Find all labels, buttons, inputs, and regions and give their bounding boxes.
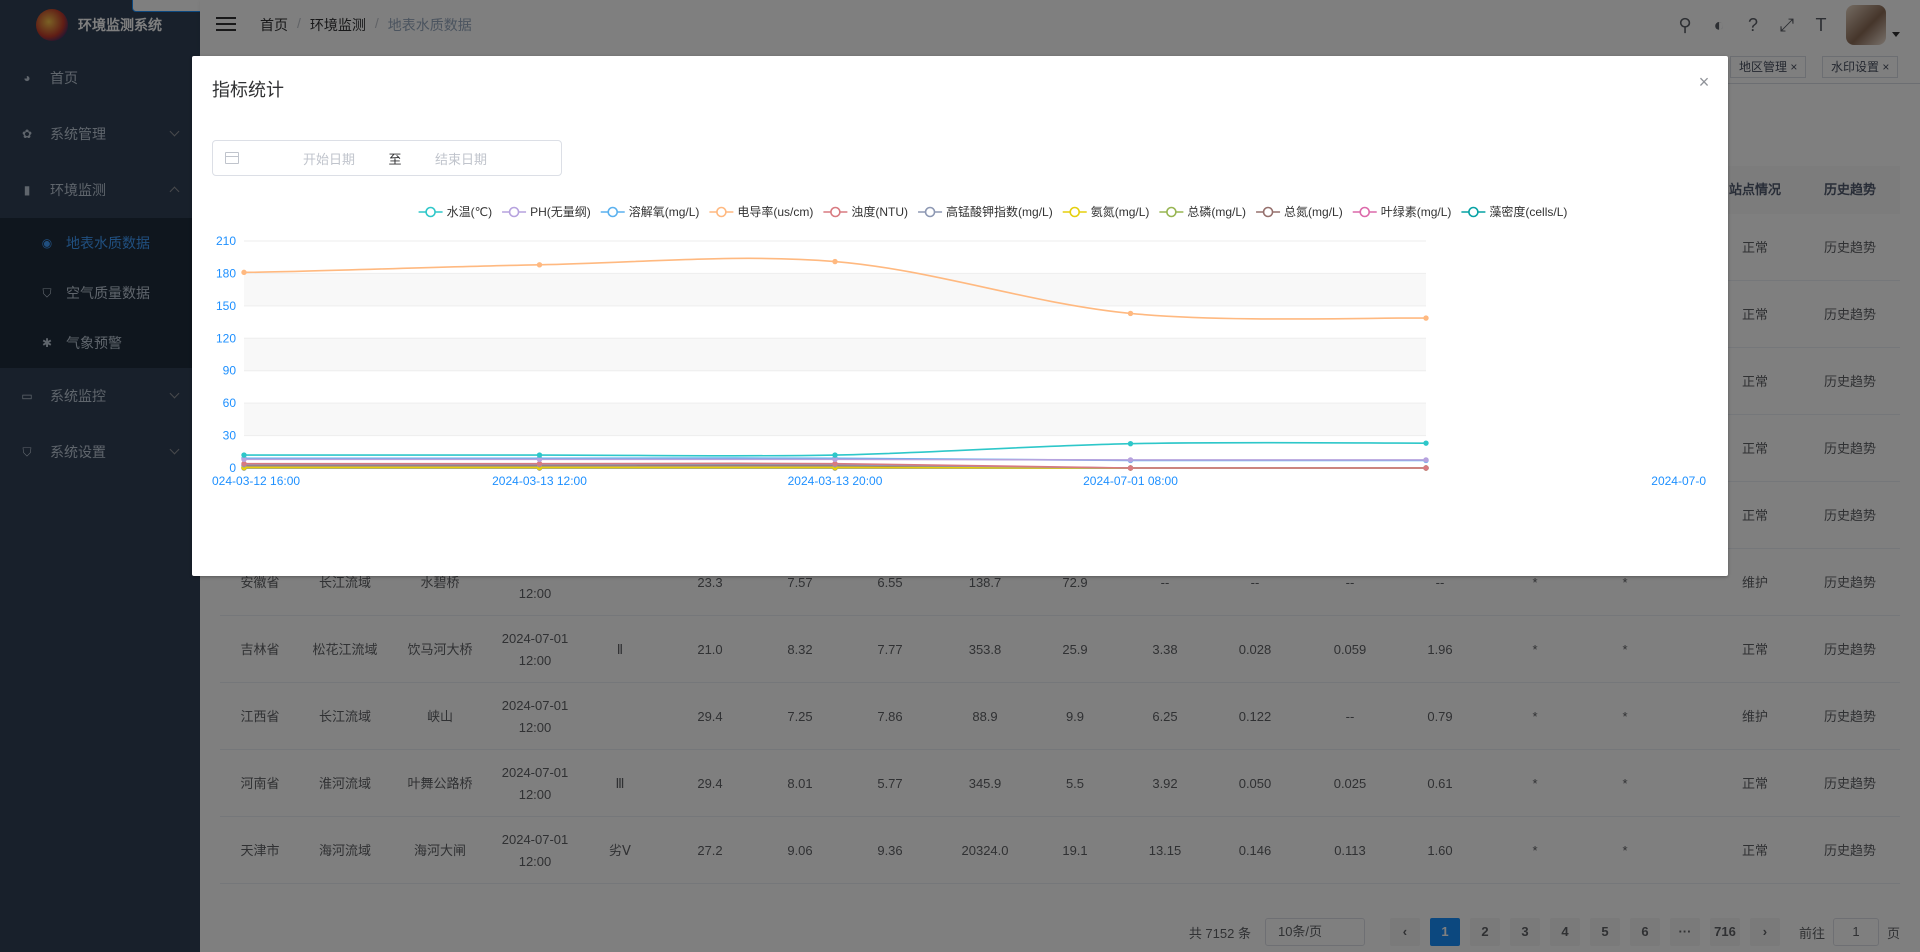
legend-label: 溶解氧(mg/L) <box>629 204 700 219</box>
date-range-picker[interactable]: 开始日期 至 结束日期 <box>212 140 562 176</box>
legend-marker-icon <box>1166 206 1177 218</box>
legend-marker-icon <box>924 206 936 218</box>
data-point[interactable] <box>832 452 838 458</box>
legend-item[interactable]: 高锰酸钾指数(mg/L) <box>918 204 1053 219</box>
data-point[interactable] <box>1423 440 1429 446</box>
legend-label: 总氮(mg/L) <box>1284 204 1343 219</box>
stats-dialog: 指标统计 × 开始日期 至 结束日期 0 30 60 90 120 150 180 210 02… <box>192 56 1728 576</box>
end-date-input[interactable]: 结束日期 <box>434 151 487 167</box>
split-area <box>244 403 1426 436</box>
legend-label: 浊度(NTU) <box>851 204 908 219</box>
legend-marker-icon <box>607 206 619 218</box>
legend-label: PH(无量纲) <box>530 205 591 219</box>
legend-item[interactable]: 浊度(NTU) <box>823 204 908 219</box>
y-tick-label: 90 <box>223 364 237 378</box>
legend-marker-icon <box>716 206 727 218</box>
data-point[interactable] <box>1423 457 1429 463</box>
dialog-title: 指标统计 <box>212 80 284 100</box>
y-tick-label: 30 <box>223 429 237 443</box>
data-point[interactable] <box>241 456 247 463</box>
legend-label: 电导率(us/cm) <box>737 204 813 219</box>
y-tick-label: 210 <box>216 234 236 248</box>
legend-marker-icon <box>508 206 520 218</box>
legend-label: 水温(℃) <box>447 205 492 219</box>
close-icon[interactable]: × <box>1698 72 1710 92</box>
legend-item[interactable]: 溶解氧(mg/L) <box>600 204 700 219</box>
data-point[interactable] <box>536 262 543 268</box>
data-point[interactable] <box>241 269 247 276</box>
data-point[interactable] <box>1127 465 1134 471</box>
split-area <box>244 338 1426 371</box>
y-tick-label: 0 <box>229 461 236 475</box>
legend-item[interactable]: PH(无量纲) <box>502 205 591 219</box>
x-tick-label: 024-03-12 16:00 <box>212 474 300 488</box>
data-point[interactable] <box>536 456 543 463</box>
y-tick-label: 150 <box>216 299 236 313</box>
legend-label: 氨氮(mg/L) <box>1091 204 1150 219</box>
legend-label: 总磷(mg/L) <box>1187 204 1246 219</box>
legend-marker-icon <box>1262 206 1274 218</box>
chart-svg: 0 30 60 90 120 150 180 210 024-03-12 16:00 2024-0… <box>212 204 1706 488</box>
legend-label: 叶绿素(mg/L) <box>1381 204 1452 219</box>
data-point[interactable] <box>832 460 838 467</box>
x-tick-label: 2024-07-01 08:00 <box>1083 474 1178 488</box>
data-point[interactable] <box>832 456 838 463</box>
data-point[interactable] <box>241 460 247 467</box>
calendar-icon <box>225 152 239 164</box>
start-date-input[interactable]: 开始日期 <box>302 151 355 167</box>
legend-item[interactable]: 总磷(mg/L) <box>1159 204 1246 219</box>
data-point[interactable] <box>1127 440 1134 447</box>
legend-marker-icon <box>1069 206 1081 218</box>
legend-marker-icon <box>425 206 436 218</box>
legend-item[interactable]: 藻密度(cells/L) <box>1461 204 1567 219</box>
data-point[interactable] <box>1423 315 1429 321</box>
legend-marker-icon <box>1468 206 1479 218</box>
x-tick-label: 2024-03-13 12:00 <box>492 474 587 488</box>
data-point[interactable] <box>832 258 838 265</box>
data-point[interactable] <box>1127 310 1134 317</box>
legend-marker-icon <box>830 206 841 218</box>
y-tick-label: 180 <box>216 266 236 280</box>
legend-item[interactable]: 氨氮(mg/L) <box>1062 204 1150 219</box>
legend-item[interactable]: 叶绿素(mg/L) <box>1352 204 1452 219</box>
line-chart: 0 30 60 90 120 150 180 210 024-03-12 16:00 2024-0… <box>212 186 1712 566</box>
x-tick-label: 2024-03-13 20:00 <box>788 474 883 488</box>
legend-item[interactable]: 电导率(us/cm) <box>709 204 813 219</box>
data-point[interactable] <box>1423 465 1429 471</box>
x-tick-label: 2024-07-0 <box>1651 474 1706 488</box>
legend-item[interactable]: 水温(℃) <box>418 205 492 219</box>
chart-legend: 水温(℃) PH(无量纲) 溶解氧(mg/L) 电导率(us/cm) 浊度(NTU) 高锰… <box>418 204 1567 219</box>
data-point[interactable] <box>536 460 543 467</box>
y-tick-label: 60 <box>223 396 237 410</box>
y-tick-label: 120 <box>216 331 236 345</box>
data-point[interactable] <box>536 452 543 458</box>
data-point[interactable] <box>241 452 247 458</box>
range-separator: 至 <box>388 151 402 167</box>
legend-label: 高锰酸钾指数(mg/L) <box>946 204 1053 219</box>
legend-label: 藻密度(cells/L) <box>1489 204 1567 219</box>
legend-item[interactable]: 总氮(mg/L) <box>1256 204 1343 219</box>
data-point[interactable] <box>1127 457 1134 463</box>
legend-marker-icon <box>1359 206 1371 218</box>
split-area <box>244 273 1426 306</box>
